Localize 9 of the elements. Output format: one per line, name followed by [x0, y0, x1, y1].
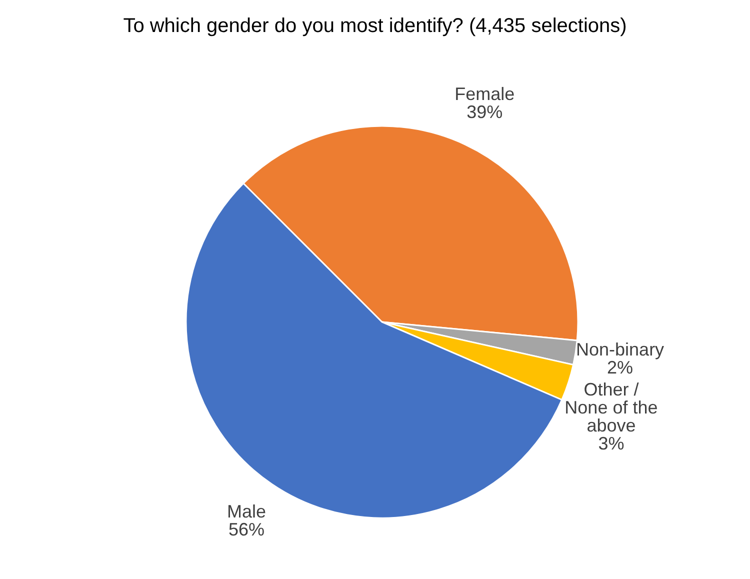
data-label: 56% [228, 519, 265, 540]
slice-label: Non-binary [576, 340, 664, 360]
data-label: 39% [466, 102, 503, 122]
chart-title: To which gender do you most identify? (4,435 selections) [123, 15, 627, 37]
data-label: 3% [598, 434, 624, 454]
data-label: 2% [607, 358, 634, 378]
slice-label: Female [454, 84, 515, 104]
slice-label: Other / None of the above [564, 380, 658, 436]
slice-label: Male [227, 501, 266, 522]
